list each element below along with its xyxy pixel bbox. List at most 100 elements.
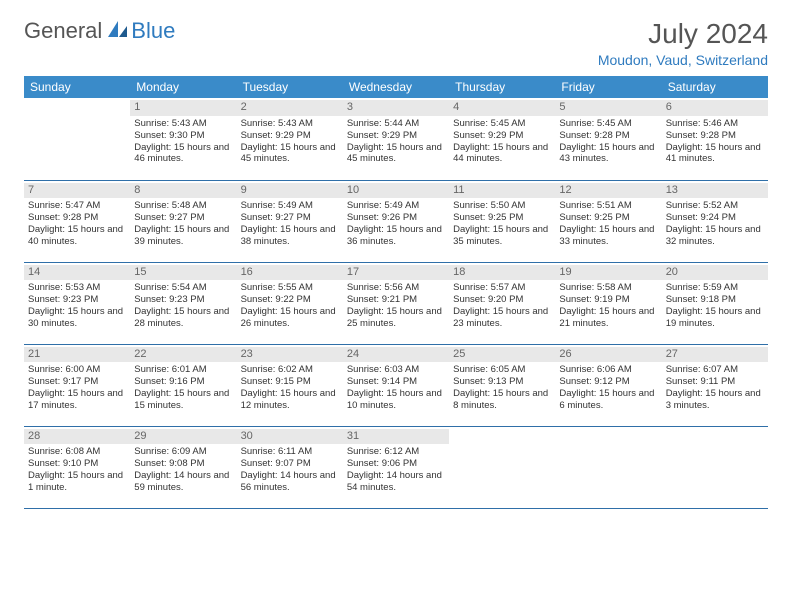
daylight-line: Daylight: 15 hours and 19 minutes. — [666, 306, 764, 330]
daylight-line: Daylight: 15 hours and 21 minutes. — [559, 306, 657, 330]
logo-sail-icon — [107, 20, 129, 43]
title-block: July 2024 Moudon, Vaud, Switzerland — [598, 18, 768, 68]
day-number: 2 — [237, 100, 343, 116]
daylight-line: Daylight: 15 hours and 15 minutes. — [134, 388, 232, 412]
location-subtitle: Moudon, Vaud, Switzerland — [598, 52, 768, 68]
sunset-line: Sunset: 9:23 PM — [134, 294, 232, 306]
sunset-line: Sunset: 9:20 PM — [453, 294, 551, 306]
day-number: 14 — [24, 265, 130, 281]
sunrise-line: Sunrise: 6:01 AM — [134, 364, 232, 376]
day-number: 29 — [130, 429, 236, 445]
sunrise-line: Sunrise: 5:55 AM — [241, 282, 339, 294]
calendar-day-cell: 3Sunrise: 5:44 AMSunset: 9:29 PMDaylight… — [343, 98, 449, 180]
calendar-day-cell: 1Sunrise: 5:43 AMSunset: 9:30 PMDaylight… — [130, 98, 236, 180]
calendar-day-cell: 28Sunrise: 6:08 AMSunset: 9:10 PMDayligh… — [24, 426, 130, 508]
sunset-line: Sunset: 9:28 PM — [559, 130, 657, 142]
sunrise-line: Sunrise: 6:06 AM — [559, 364, 657, 376]
sunrise-line: Sunrise: 6:07 AM — [666, 364, 764, 376]
sunrise-line: Sunrise: 5:52 AM — [666, 200, 764, 212]
calendar-day-cell — [24, 98, 130, 180]
sunset-line: Sunset: 9:13 PM — [453, 376, 551, 388]
daylight-line: Daylight: 15 hours and 17 minutes. — [28, 388, 126, 412]
sunset-line: Sunset: 9:14 PM — [347, 376, 445, 388]
day-number: 20 — [662, 265, 768, 281]
sunrise-line: Sunrise: 6:08 AM — [28, 446, 126, 458]
daylight-line: Daylight: 15 hours and 43 minutes. — [559, 142, 657, 166]
sunrise-line: Sunrise: 6:05 AM — [453, 364, 551, 376]
sunset-line: Sunset: 9:30 PM — [134, 130, 232, 142]
sunrise-line: Sunrise: 5:56 AM — [347, 282, 445, 294]
day-number: 24 — [343, 347, 449, 363]
sunrise-line: Sunrise: 6:02 AM — [241, 364, 339, 376]
daylight-line: Daylight: 14 hours and 59 minutes. — [134, 470, 232, 494]
sunrise-line: Sunrise: 6:03 AM — [347, 364, 445, 376]
calendar-day-cell: 7Sunrise: 5:47 AMSunset: 9:28 PMDaylight… — [24, 180, 130, 262]
day-number: 1 — [130, 100, 236, 116]
daylight-line: Daylight: 15 hours and 44 minutes. — [453, 142, 551, 166]
calendar-day-cell: 5 Sunrise: 5:45 AMSunset: 9:28 PMDaylight… — [555, 98, 661, 180]
header: General Blue July 2024 Moudon, Vaud, Swi… — [24, 18, 768, 68]
sunrise-line: Sunrise: 6:11 AM — [241, 446, 339, 458]
sunset-line: Sunset: 9:06 PM — [347, 458, 445, 470]
day-number: 9 — [237, 183, 343, 199]
sunset-line: Sunset: 9:12 PM — [559, 376, 657, 388]
sunrise-line: Sunrise: 5:47 AM — [28, 200, 126, 212]
sunset-line: Sunset: 9:10 PM — [28, 458, 126, 470]
sunset-line: Sunset: 9:19 PM — [559, 294, 657, 306]
daylight-line: Daylight: 15 hours and 30 minutes. — [28, 306, 126, 330]
calendar-week-row: 7Sunrise: 5:47 AMSunset: 9:28 PMDaylight… — [24, 180, 768, 262]
daylight-line: Daylight: 15 hours and 25 minutes. — [347, 306, 445, 330]
day-number: 22 — [130, 347, 236, 363]
sunrise-line: Sunrise: 5:48 AM — [134, 200, 232, 212]
sunset-line: Sunset: 9:21 PM — [347, 294, 445, 306]
sunset-line: Sunset: 9:29 PM — [241, 130, 339, 142]
sunrise-line: Sunrise: 5:59 AM — [666, 282, 764, 294]
day-number: 28 — [24, 429, 130, 445]
sunset-line: Sunset: 9:23 PM — [28, 294, 126, 306]
sunrise-line: Sunrise: 5:50 AM — [453, 200, 551, 212]
day-header: Sunday — [24, 76, 130, 98]
calendar-day-cell: 25Sunrise: 6:05 AMSunset: 9:13 PMDayligh… — [449, 344, 555, 426]
day-header: Saturday — [662, 76, 768, 98]
calendar-day-cell: 23Sunrise: 6:02 AMSunset: 9:15 PMDayligh… — [237, 344, 343, 426]
sunrise-line: Sunrise: 5:43 AM — [134, 118, 232, 130]
calendar-day-cell: 15Sunrise: 5:54 AMSunset: 9:23 PMDayligh… — [130, 262, 236, 344]
daylight-line: Daylight: 15 hours and 39 minutes. — [134, 224, 232, 248]
daylight-line: Daylight: 15 hours and 6 minutes. — [559, 388, 657, 412]
sunrise-line: Sunrise: 5:54 AM — [134, 282, 232, 294]
sunset-line: Sunset: 9:17 PM — [28, 376, 126, 388]
day-header: Friday — [555, 76, 661, 98]
calendar-day-cell: 26Sunrise: 6:06 AMSunset: 9:12 PMDayligh… — [555, 344, 661, 426]
day-number: 13 — [662, 183, 768, 199]
day-number: 18 — [449, 265, 555, 281]
sunrise-line: Sunrise: 5:44 AM — [347, 118, 445, 130]
calendar-week-row: 14Sunrise: 5:53 AMSunset: 9:23 PMDayligh… — [24, 262, 768, 344]
day-number: 31 — [343, 429, 449, 445]
sunrise-line: Sunrise: 5:45 AM — [453, 118, 551, 130]
sunrise-line: Sunrise: 5:45 AM — [559, 118, 657, 130]
sunrise-line: Sunrise: 5:43 AM — [241, 118, 339, 130]
sunset-line: Sunset: 9:16 PM — [134, 376, 232, 388]
sunset-line: Sunset: 9:29 PM — [347, 130, 445, 142]
calendar-day-cell: 30Sunrise: 6:11 AMSunset: 9:07 PMDayligh… — [237, 426, 343, 508]
calendar-day-cell: 31Sunrise: 6:12 AMSunset: 9:06 PMDayligh… — [343, 426, 449, 508]
sunset-line: Sunset: 9:24 PM — [666, 212, 764, 224]
daylight-line: Daylight: 15 hours and 26 minutes. — [241, 306, 339, 330]
calendar-day-cell: 22Sunrise: 6:01 AMSunset: 9:16 PMDayligh… — [130, 344, 236, 426]
day-header: Wednesday — [343, 76, 449, 98]
daylight-line: Daylight: 15 hours and 38 minutes. — [241, 224, 339, 248]
day-number: 5 — [555, 100, 661, 116]
calendar-day-cell: 13Sunrise: 5:52 AMSunset: 9:24 PMDayligh… — [662, 180, 768, 262]
sunset-line: Sunset: 9:27 PM — [241, 212, 339, 224]
calendar-day-cell: 24Sunrise: 6:03 AMSunset: 9:14 PMDayligh… — [343, 344, 449, 426]
calendar-day-cell: 16Sunrise: 5:55 AMSunset: 9:22 PMDayligh… — [237, 262, 343, 344]
sunset-line: Sunset: 9:25 PM — [559, 212, 657, 224]
sunset-line: Sunset: 9:08 PM — [134, 458, 232, 470]
day-number: 16 — [237, 265, 343, 281]
daylight-line: Daylight: 14 hours and 54 minutes. — [347, 470, 445, 494]
daylight-line: Daylight: 15 hours and 32 minutes. — [666, 224, 764, 248]
sunrise-line: Sunrise: 5:57 AM — [453, 282, 551, 294]
logo: General Blue — [24, 18, 175, 44]
calendar-day-cell: 10Sunrise: 5:49 AMSunset: 9:26 PMDayligh… — [343, 180, 449, 262]
calendar-day-cell: 8Sunrise: 5:48 AMSunset: 9:27 PMDaylight… — [130, 180, 236, 262]
